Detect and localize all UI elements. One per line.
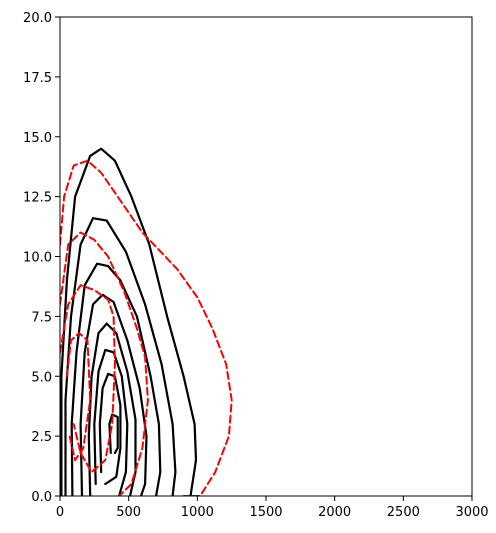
solid-contour-1	[60, 147, 198, 496]
y-tick-label: 15.0	[23, 131, 52, 146]
y-tick-label: 5.0	[31, 370, 52, 385]
dashed-contour-2	[60, 231, 149, 496]
dashed-contour-1	[60, 159, 233, 496]
solid-contour-3	[70, 262, 162, 496]
y-tick-label: 7.5	[31, 310, 52, 325]
solid-contour-group	[60, 147, 198, 496]
x-axis: 0 500 1000 1500 2000 2500 3000	[56, 496, 489, 520]
plot-area-frame	[59, 16, 473, 497]
dashed-contour-4	[65, 332, 92, 462]
x-tick-label: 500	[116, 505, 141, 520]
dashed-contour-3	[60, 284, 116, 474]
solid-contour-2	[64, 217, 177, 496]
y-tick-label: 10.0	[23, 251, 52, 266]
x-tick-label: 3000	[455, 505, 488, 520]
dashed-contour-group	[60, 159, 233, 496]
x-tick-label: 2000	[318, 505, 351, 520]
x-tick-label: 2500	[387, 505, 420, 520]
x-tick-label: 0	[56, 505, 64, 520]
y-tick-label: 0.0	[31, 490, 52, 505]
solid-contour-4	[79, 293, 148, 496]
y-tick-label: 12.5	[23, 191, 52, 206]
y-tick-label: 17.5	[23, 71, 52, 86]
y-tick-label: 2.5	[31, 430, 52, 445]
x-tick-label: 1000	[181, 505, 214, 520]
y-axis: 0.0 2.5 5.0 7.5 10.0 12.5 15.0 17.5 20.0	[23, 11, 60, 505]
y-tick-label: 20.0	[23, 11, 52, 26]
contour-layer	[60, 147, 233, 496]
solid-contour-8	[108, 413, 119, 454]
x-tick-label: 1500	[249, 505, 282, 520]
